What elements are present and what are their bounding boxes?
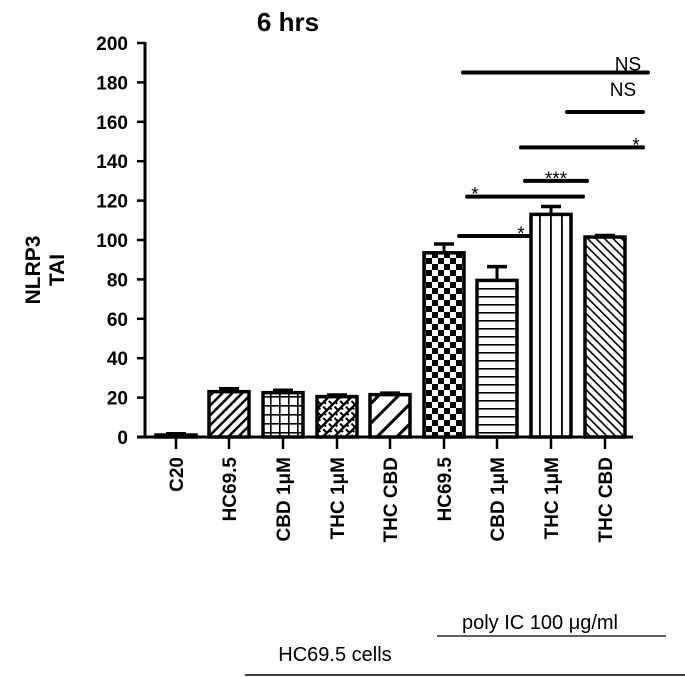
y-tick-label: 100	[96, 231, 128, 252]
significance-label: NS	[610, 80, 636, 101]
group-annotation-polyic: poly IC 100 μg/ml	[437, 612, 666, 637]
significance-label: *	[471, 185, 479, 206]
bar-rect	[368, 392, 412, 439]
bar	[422, 242, 466, 439]
significance-label: *	[517, 224, 525, 245]
y-axis-label-line1: NLRP3	[22, 236, 45, 305]
significance-label: ***	[545, 169, 568, 190]
significance-bracket: *	[519, 135, 645, 156]
y-tick-label: 40	[107, 349, 128, 370]
chart-title: 6 hrs	[257, 7, 319, 37]
significance-bracket: NS	[565, 80, 645, 114]
significance-label: *	[632, 135, 640, 156]
x-tick-label: HC69.5	[220, 457, 241, 522]
bar-rect	[422, 251, 466, 439]
group-label-cells: HC69.5 cells	[278, 644, 391, 666]
y-axis-label-line2: TAI	[46, 254, 69, 286]
bar	[315, 393, 359, 439]
bar-rect	[207, 389, 251, 439]
y-axis: 0 20 40 60 80 100 120 140 160 180 200	[96, 34, 147, 449]
bar	[154, 432, 198, 439]
bar	[207, 386, 251, 439]
bar	[583, 233, 627, 439]
bar	[475, 264, 519, 439]
x-tick-label: THC 1μM	[542, 457, 563, 539]
y-tick-label: 120	[96, 192, 128, 213]
y-axis-label: NLRP3 TAI	[22, 236, 69, 305]
y-tick-label: 80	[107, 270, 128, 291]
bar-rect	[529, 212, 573, 439]
x-tick-label: HC69.5	[435, 457, 456, 522]
bar-rect	[261, 390, 305, 439]
group-label-polyic: poly IC 100 μg/ml	[462, 612, 618, 634]
bar-rect	[154, 433, 198, 439]
y-tick-label: 160	[96, 113, 128, 134]
y-tick-label: 20	[107, 389, 128, 410]
y-tick-label: 140	[96, 152, 128, 173]
x-tick-label: THC CBD	[596, 457, 617, 543]
y-tick-label: 0	[117, 428, 128, 449]
bar	[261, 388, 305, 439]
significance-bracket: *	[457, 224, 530, 245]
y-tick-label: 180	[96, 73, 128, 94]
bar	[529, 204, 573, 439]
x-tick-label: C20	[167, 457, 188, 492]
x-tick-label: THC 1μM	[328, 457, 349, 539]
x-tick-label: CBD 1μM	[274, 457, 295, 541]
bars	[154, 204, 627, 439]
x-axis	[137, 435, 633, 449]
significance-bracket: *	[465, 185, 585, 206]
x-tick-labels: C20 HC69.5 CBD 1μM THC 1μM THC CBD HC69.5 CBD …	[167, 457, 617, 543]
bar-rect	[583, 235, 627, 439]
x-tick-label: THC CBD	[381, 457, 402, 543]
group-annotation-cells: HC69.5 cells	[245, 644, 685, 676]
bar-rect	[315, 394, 359, 439]
x-tick-label: CBD 1μM	[488, 457, 509, 541]
y-tick-label: 200	[96, 34, 128, 55]
significance-bracket: NS	[461, 55, 650, 76]
significance-bracket: ***	[523, 169, 589, 190]
significance-label: NS	[615, 55, 641, 76]
bar	[368, 391, 412, 439]
y-tick-label: 60	[107, 310, 128, 331]
bar-rect	[475, 278, 519, 439]
